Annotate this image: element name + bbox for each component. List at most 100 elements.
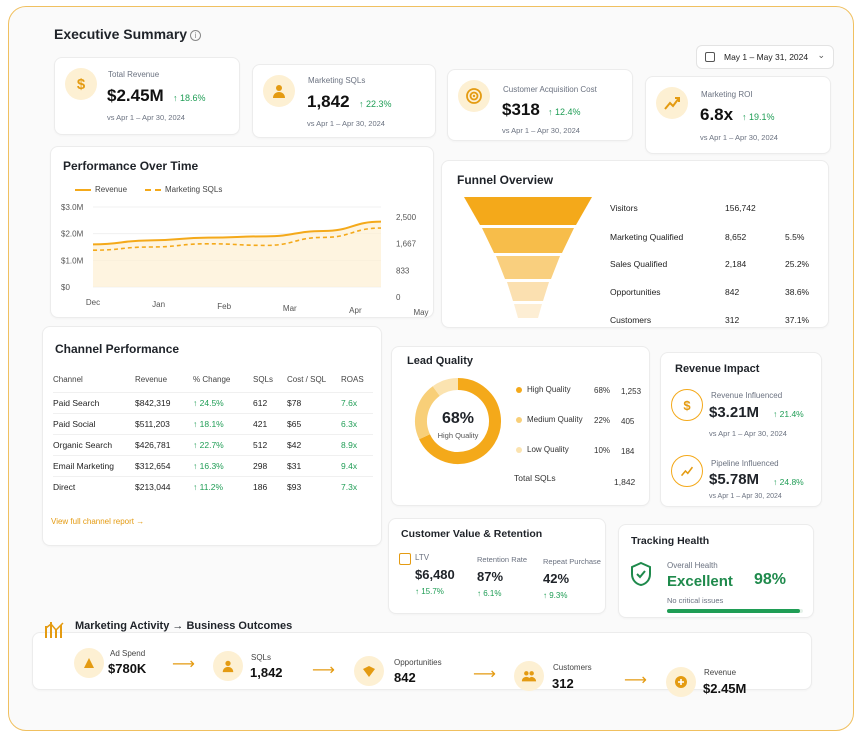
lead-quality-count: 405 [621, 417, 635, 426]
kpi-card-marketing-roi[interactable]: Marketing ROI 6.8x ↑ 19.1% vs Apr 1 – Ap… [645, 76, 831, 154]
pipeline-influenced-value: $5.78M [709, 471, 760, 488]
performance-chart: $3.0M $2.0M $1.0M $0 2,500 1,667 833 0 Dec Jan Feb… [61, 203, 429, 317]
col-header[interactable]: % Change [193, 375, 231, 384]
flow-step-label: Revenue [704, 668, 737, 677]
table-row[interactable]: Email Marketing $312,654 ↑ 16.3% 298 $31 9.4x [53, 455, 373, 477]
target-icon [458, 80, 490, 112]
kpi-label: Marketing SQLs [308, 76, 366, 85]
revenue-influenced-value: $3.21M [709, 404, 760, 421]
channel-sqls: 186 [253, 476, 287, 497]
kpi-card-total-revenue[interactable]: $ Total Revenue $2.45M ↑ 18.6% vs Apr 1 … [54, 57, 240, 135]
funnel-stage-conversion: 38.6% [785, 287, 810, 297]
health-note: No critical issues [667, 596, 724, 605]
legend-revenue: Revenue [75, 185, 127, 194]
activity-icon [44, 620, 66, 645]
customer-value-card: Customer Value & Retention LTV $6,480 ↑ … [388, 518, 606, 614]
flow-arrow-icon: ⟶ [312, 662, 335, 679]
channel-cost-per-sql: $65 [287, 413, 341, 435]
channel-revenue: $213,044 [135, 476, 193, 497]
kpi-card-cac[interactable]: Customer Acquisition Cost $318 ↑ 12.4% v… [447, 69, 633, 141]
donut-segment [419, 378, 501, 464]
total-sqls-value: 1,842 [614, 477, 636, 487]
pipeline-influenced-comparison: vs Apr 1 – Apr 30, 2024 [709, 493, 782, 500]
channel-roas: 8.9x [341, 434, 373, 456]
channel-change: ↑ 11.2% [193, 476, 253, 497]
dollar-icon: $ [671, 389, 703, 421]
channel-title: Channel Performance [55, 342, 180, 356]
date-range-label: May 1 – May 31, 2024 [724, 52, 809, 62]
retention-label: Retention Rate [477, 555, 528, 564]
opportunities-icon [354, 656, 384, 686]
funnel-card: Funnel Overview Visitors 156,742 Marketing… [441, 160, 829, 328]
x-axis-tick: May [413, 308, 428, 317]
channel-revenue: $426,781 [135, 434, 193, 456]
legend-marketing-sqls: Marketing SQLs [145, 185, 222, 194]
col-header[interactable]: Cost / SQL [287, 375, 327, 384]
right-axis-tick: 0 [396, 293, 401, 302]
ltv-icon [399, 553, 411, 565]
revenue-line [92, 220, 382, 246]
table-row[interactable]: Paid Search $842,319 ↑ 24.5% 612 $78 7.6x [53, 392, 373, 414]
legend-dot [516, 386, 522, 393]
lead-quality-pct: 68% [594, 386, 611, 395]
funnel-title: Funnel Overview [457, 173, 554, 187]
lead-quality-donut [415, 378, 501, 464]
channel-cost-per-sql: $93 [287, 476, 341, 497]
shield-check-icon [631, 561, 651, 587]
table-row[interactable]: Direct $213,044 ↑ 11.2% 186 $93 7.3x [53, 476, 373, 497]
kpi-value: 6.8x [700, 105, 734, 124]
channel-roas: 7.6x [341, 392, 373, 414]
customers-icon [514, 661, 544, 691]
x-axis-tick: Feb [217, 302, 231, 311]
channel-change: ↑ 24.5% [193, 392, 253, 414]
flow-step-label: Customers [553, 663, 592, 672]
legend-dot [516, 446, 522, 453]
table-row[interactable]: Organic Search $426,781 ↑ 22.7% 512 $42 8.9x [53, 434, 373, 456]
lead-quality-legend-item: Medium Quality [516, 415, 583, 424]
flow-arrow-icon: ⟶ [473, 666, 496, 683]
kpi-value: 1,842 [307, 92, 350, 111]
x-axis-tick: Dec [86, 298, 100, 307]
info-icon[interactable]: i [190, 30, 201, 41]
table-row[interactable]: Paid Social $511,203 ↑ 18.1% 421 $65 6.3x [53, 413, 373, 435]
col-header[interactable]: ROAS [341, 375, 364, 384]
health-progress-track [667, 609, 803, 613]
funnel-stage-label: Sales Qualified [610, 259, 668, 269]
repeat-purchase-label: Repeat Purchase [543, 557, 601, 566]
funnel-stage-conversion: 5.5% [785, 232, 805, 242]
channel-roas: 6.3x [341, 413, 373, 435]
channel-table: Channel Revenue % Change SQLs Cost / SQL… [53, 375, 373, 497]
channel-name: Email Marketing [53, 455, 135, 477]
health-score: 98% [754, 571, 787, 588]
channel-cost-per-sql: $31 [287, 455, 341, 477]
pipeline-influenced-delta: ↑ 24.8% [773, 477, 804, 487]
funnel-stage-conversion: 37.1% [785, 315, 810, 325]
col-header[interactable]: Channel [53, 375, 83, 384]
col-header[interactable]: Revenue [135, 375, 168, 384]
donut-center-value: 68% [441, 410, 475, 427]
donut-segment [415, 386, 441, 440]
channel-name: Organic Search [53, 434, 135, 456]
funnel-stage-count: 2,184 [725, 259, 747, 269]
page-title: Executive Summary [54, 26, 188, 42]
lead-quality-card: Lead Quality 68% High Quality High Quali… [391, 346, 650, 506]
col-header[interactable]: SQLs [253, 375, 274, 384]
pipeline-influenced-label: Pipeline Influenced [711, 459, 779, 468]
channel-name: Paid Search [53, 392, 135, 414]
trend-up-icon [671, 455, 703, 487]
channel-performance-card: Channel Performance Channel Revenue % Ch… [42, 326, 382, 546]
x-axis-tick: Mar [283, 304, 297, 313]
dollar-icon: $ [65, 68, 97, 100]
health-progress-fill [667, 609, 801, 613]
ad-spend-icon [74, 648, 104, 678]
flow-step-label: Opportunities [394, 658, 442, 667]
date-range-picker[interactable]: May 1 – May 31, 2024 ⌄ [696, 45, 834, 69]
view-channel-report-link[interactable]: View full channel report → [51, 517, 145, 526]
legend-dot [516, 416, 522, 423]
kpi-card-marketing-sqls[interactable]: Marketing SQLs 1,842 ↑ 22.3% vs Apr 1 – … [252, 64, 436, 138]
left-axis-tick: $2.0M [61, 230, 84, 239]
left-axis-tick: $1.0M [61, 256, 84, 265]
right-axis-tick: 833 [396, 266, 410, 275]
channel-revenue: $312,654 [135, 455, 193, 477]
lead-quality-count: 1,253 [621, 387, 642, 396]
